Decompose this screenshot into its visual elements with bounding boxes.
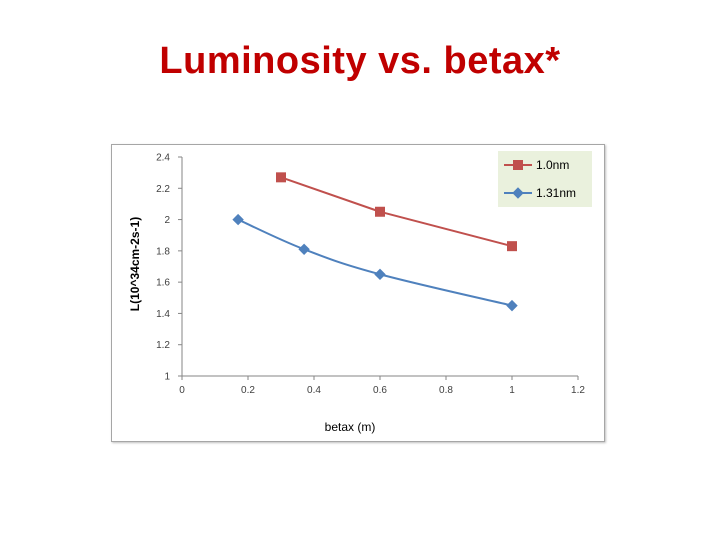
- y-tick-label: 2.4: [156, 153, 170, 164]
- chart-legend: 1.0nm 1.31nm: [498, 151, 592, 207]
- chart-container: 1 1.2 1.4 1.6 1.8 2 2.2 2.4 0 0.2 0.4 0.6 0.8 1 1.2 bet…: [111, 144, 605, 442]
- x-tick-label: 1.2: [571, 385, 585, 396]
- y-tick-label: 1.4: [156, 309, 170, 320]
- slide-title: Luminosity vs. betax*: [159, 40, 561, 82]
- y-axis-title: L(10^34cm-2s-1): [128, 217, 142, 311]
- series-1: [232, 213, 518, 312]
- legend-marker: [513, 160, 523, 170]
- chart-axes: 1 1.2 1.4 1.6 1.8 2 2.2 2.4 0 0.2 0.4 0.6 0.8 1 1.2 bet…: [128, 153, 585, 435]
- x-axis-title: betax (m): [325, 420, 376, 434]
- data-point: [506, 299, 518, 312]
- legend-item: 1.31nm: [504, 186, 576, 200]
- y-tick-label: 1.2: [156, 340, 170, 351]
- x-tick-label: 0.2: [241, 385, 255, 396]
- x-tick-label: 0.6: [373, 385, 387, 396]
- y-tick-label: 1.8: [156, 246, 170, 257]
- series-line: [237, 218, 513, 307]
- y-tick-label: 1.6: [156, 278, 170, 289]
- data-point: [507, 241, 517, 252]
- data-point: [298, 243, 310, 255]
- y-tick-label: 2: [164, 215, 170, 226]
- x-tick-label: 1: [509, 385, 515, 396]
- series-line: [280, 176, 513, 248]
- y-tick-label: 1: [164, 372, 170, 383]
- x-tick-label: 0.4: [307, 385, 321, 396]
- data-point: [232, 213, 244, 226]
- y-tick-label: 2.2: [156, 184, 170, 195]
- data-point: [375, 206, 385, 217]
- line-chart: 1 1.2 1.4 1.6 1.8 2 2.2 2.4 0 0.2 0.4 0.6 0.8 1 1.2 bet…: [128, 151, 592, 435]
- x-tick-label: 0: [179, 385, 185, 396]
- x-tick-label: 0.8: [439, 385, 453, 396]
- chart-series: [232, 172, 518, 312]
- legend-label: 1.31nm: [536, 186, 576, 200]
- legend-marker: [512, 187, 524, 199]
- legend-label: 1.0nm: [536, 158, 569, 172]
- legend-item: 1.0nm: [504, 158, 569, 172]
- series-0: [276, 172, 517, 252]
- data-point: [374, 268, 386, 281]
- data-point: [276, 172, 286, 183]
